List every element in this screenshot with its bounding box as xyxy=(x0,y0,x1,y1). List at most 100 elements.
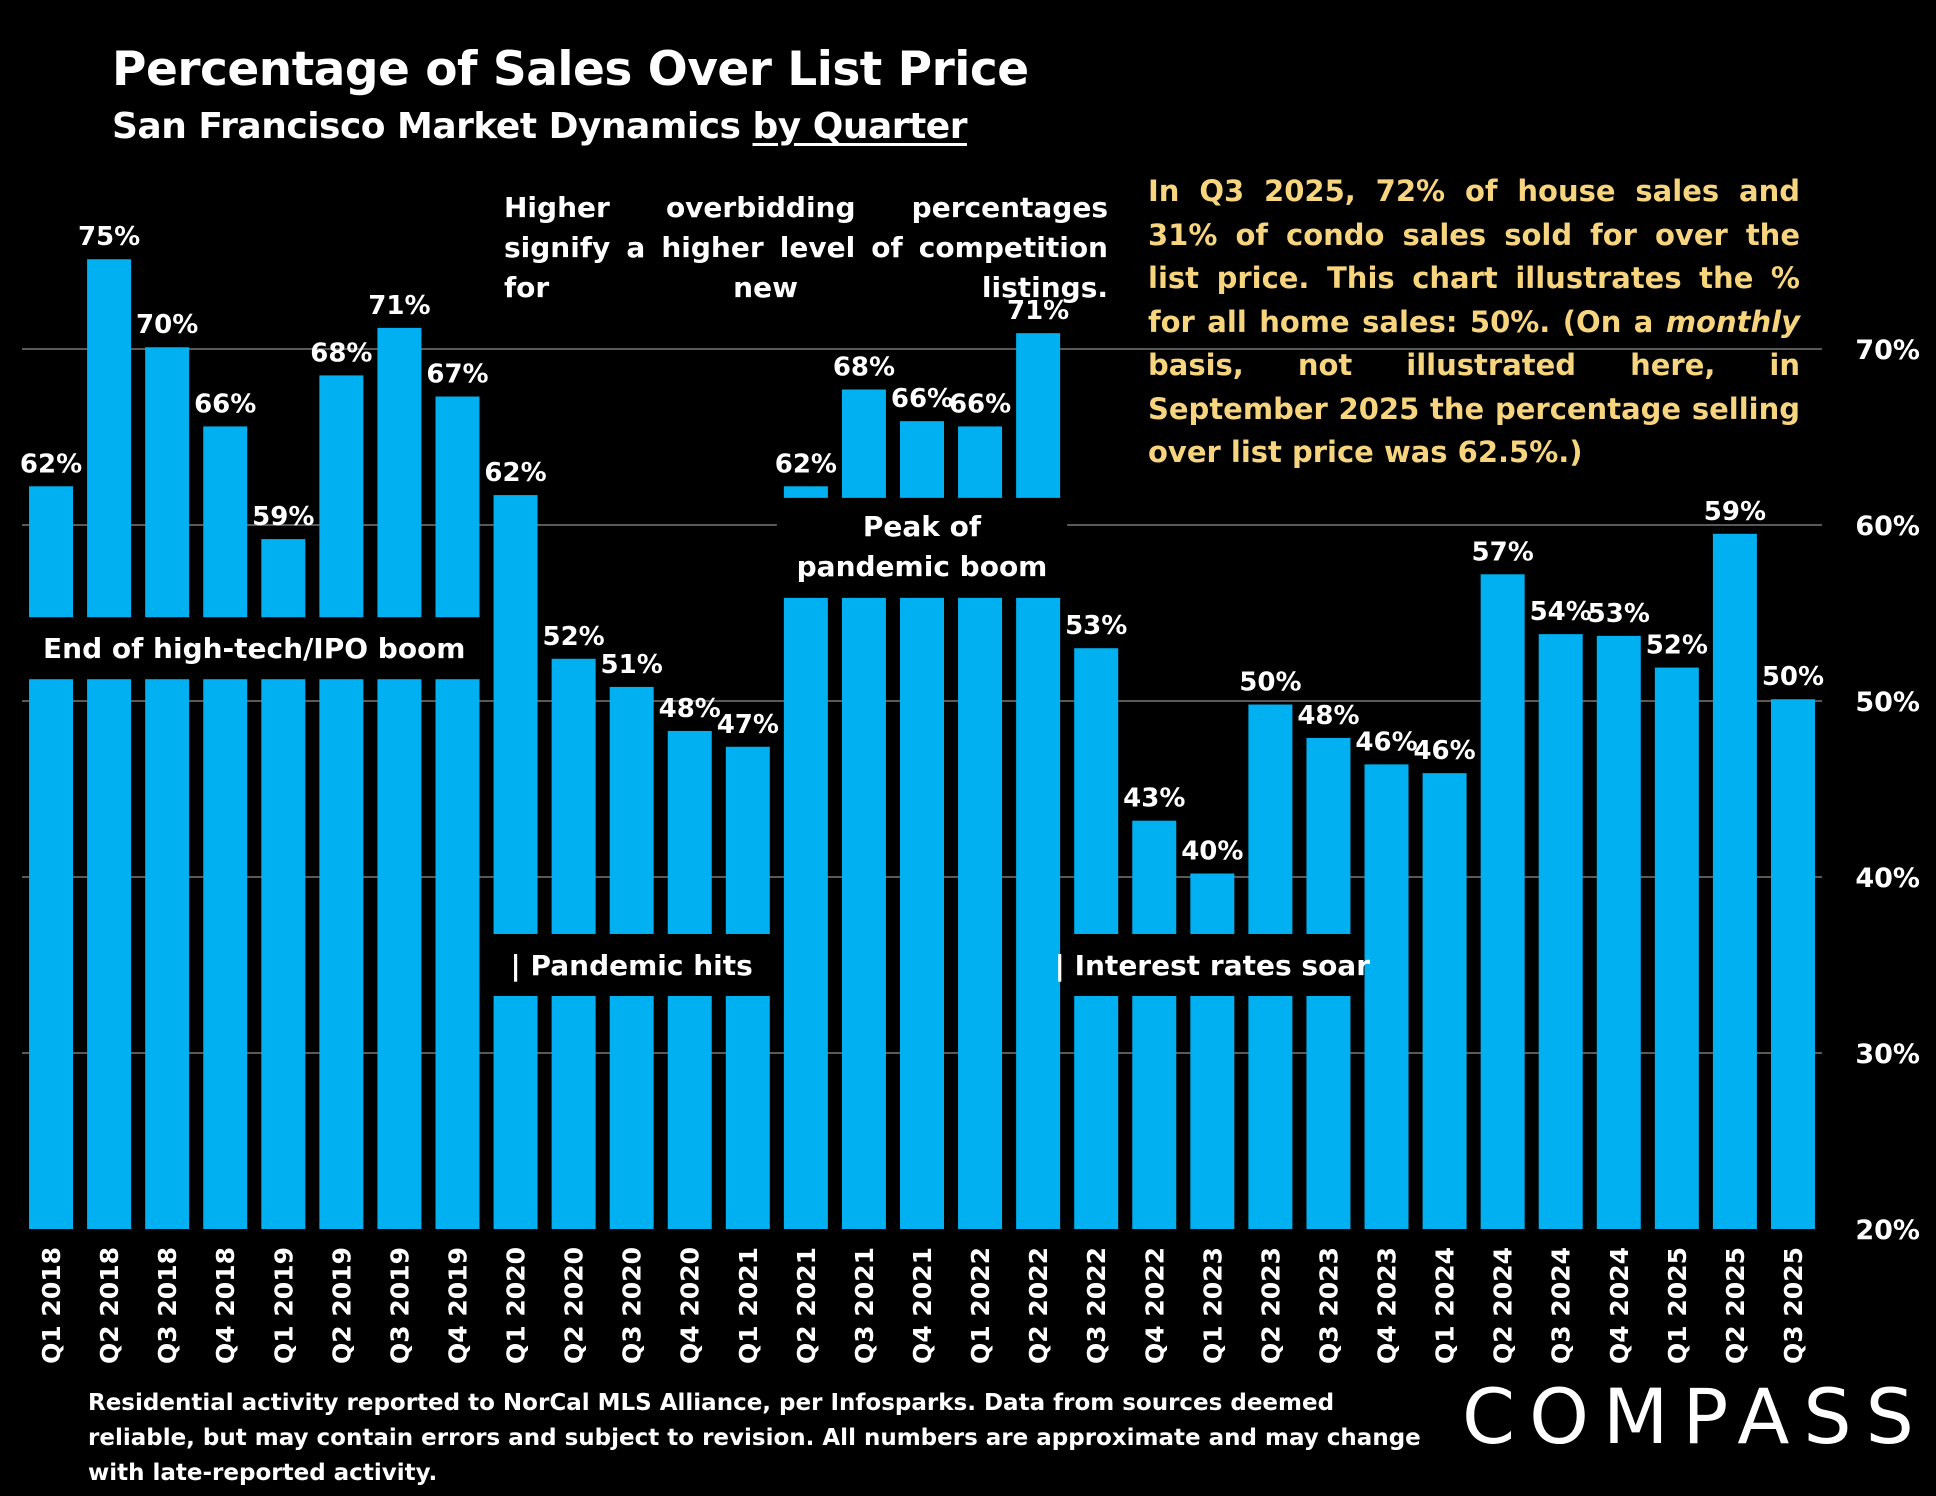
data-label: 53% xyxy=(1065,611,1127,641)
x-tick-label: Q3 2021 xyxy=(850,1247,879,1364)
data-label: 54% xyxy=(1530,597,1592,627)
callout-line1: In Q3 2025, 72% of house sales and 31% o… xyxy=(1148,174,1800,339)
x-tick-label: Q1 2023 xyxy=(1198,1247,1227,1364)
y-tick-label: 50% xyxy=(1855,687,1920,718)
bar-q3-2024 xyxy=(1538,634,1583,1229)
x-tick-label: Q3 2025 xyxy=(1779,1247,1808,1364)
data-label: 43% xyxy=(1123,784,1185,814)
compass-logo: COMPASS xyxy=(1462,1372,1928,1461)
x-tick-label: Q4 2021 xyxy=(908,1247,937,1364)
bar-q1-2024 xyxy=(1422,773,1467,1229)
data-label: 71% xyxy=(368,291,430,321)
bar-q1-2023 xyxy=(1190,873,1235,1229)
bar-q1-2020 xyxy=(493,495,538,1230)
x-tick-label: Q4 2020 xyxy=(676,1247,705,1364)
x-tick-label: Q4 2023 xyxy=(1373,1247,1402,1364)
x-tick-label: Q4 2022 xyxy=(1140,1247,1169,1364)
data-label: 40% xyxy=(1181,836,1243,866)
data-label: 46% xyxy=(1355,727,1417,757)
y-tick-label: 40% xyxy=(1855,863,1920,894)
x-tick-label: Q1 2021 xyxy=(734,1247,763,1364)
chart-subtitle: San Francisco Market Dynamics by Quarter xyxy=(112,106,967,147)
bar-q2-2022 xyxy=(1016,333,1061,1229)
bar-q3-2019 xyxy=(377,327,422,1229)
x-tick-label: Q3 2024 xyxy=(1547,1247,1576,1364)
x-tick-label: Q2 2024 xyxy=(1489,1247,1518,1364)
bar-q2-2019 xyxy=(319,375,364,1229)
data-label: 62% xyxy=(484,458,546,488)
bar-q1-2018 xyxy=(29,486,74,1229)
x-tick-label: Q3 2022 xyxy=(1082,1247,1111,1364)
x-tick-label: Q1 2025 xyxy=(1663,1247,1692,1364)
annotation-label-2-0: Peak of xyxy=(863,510,982,543)
data-label: 57% xyxy=(1472,537,1534,567)
y-tick-label: 20% xyxy=(1855,1215,1920,1246)
y-tick-label: 70% xyxy=(1855,335,1920,366)
annotation-label-2-1: pandemic boom xyxy=(797,550,1048,583)
data-label: 46% xyxy=(1413,736,1475,766)
data-label: 52% xyxy=(542,622,604,652)
x-tick-label: Q3 2019 xyxy=(385,1247,414,1364)
data-label: 68% xyxy=(310,338,372,368)
annotation-box-1 xyxy=(486,934,777,996)
data-label: 50% xyxy=(1239,668,1301,698)
data-label: 51% xyxy=(601,650,663,680)
annotation-label-0-0: End of high-tech/IPO boom xyxy=(43,632,465,665)
annotation-box-0 xyxy=(22,617,487,680)
callout-line2: basis, not illustrated here, in Septembe… xyxy=(1148,348,1800,469)
x-tick-label: Q1 2024 xyxy=(1431,1247,1460,1364)
bar-q4-2022 xyxy=(1132,820,1177,1229)
x-tick-label: Q3 2020 xyxy=(618,1247,647,1364)
bar-q4-2018 xyxy=(203,426,248,1229)
data-label: 50% xyxy=(1762,662,1824,692)
data-label: 68% xyxy=(833,352,895,382)
x-tick-label: Q1 2019 xyxy=(269,1247,298,1364)
data-label: 47% xyxy=(717,710,779,740)
source-footnote: Residential activity reported to NorCal … xyxy=(88,1390,1421,1486)
data-label: 75% xyxy=(78,222,140,252)
overbidding-note: Higher overbidding percentages signify a… xyxy=(504,191,1108,304)
data-label: 71% xyxy=(1007,296,1069,326)
callout-emphasis: monthly xyxy=(1665,304,1800,339)
bar-q2-2021 xyxy=(783,486,828,1229)
data-label: 59% xyxy=(252,502,314,532)
data-label: 66% xyxy=(949,389,1011,419)
q3-2025-callout: In Q3 2025, 72% of house sales and 31% o… xyxy=(1148,170,1800,475)
x-tick-label: Q1 2022 xyxy=(966,1247,995,1364)
data-label: 67% xyxy=(426,360,488,390)
data-label: 48% xyxy=(659,694,721,724)
x-tick-label: Q1 2018 xyxy=(37,1247,66,1364)
subtitle-emphasis: by Quarter xyxy=(752,106,968,147)
x-tick-label: Q2 2018 xyxy=(95,1247,124,1364)
data-label: 66% xyxy=(891,384,953,414)
x-tick-label: Q2 2021 xyxy=(792,1247,821,1364)
data-label: 62% xyxy=(20,449,82,479)
y-tick-label: 60% xyxy=(1855,511,1920,542)
annotation-box-3 xyxy=(1067,934,1358,996)
bar-q3-2025 xyxy=(1770,699,1815,1229)
x-tick-label: Q2 2022 xyxy=(1024,1247,1053,1364)
x-tick-label: Q3 2023 xyxy=(1314,1247,1343,1364)
bar-q1-2025 xyxy=(1654,667,1699,1229)
x-tick-label: Q2 2020 xyxy=(560,1247,589,1364)
subtitle-prefix: San Francisco Market Dynamics xyxy=(112,106,741,147)
bars xyxy=(29,259,1815,1230)
x-tick-label: Q4 2019 xyxy=(443,1247,472,1364)
data-label: 59% xyxy=(1704,497,1766,527)
annotation-label-1-0: | Pandemic hits xyxy=(511,949,753,982)
data-label: 52% xyxy=(1646,631,1708,661)
data-labels: 62%75%70%66%59%68%71%67%62%52%51%48%47%6… xyxy=(20,222,1824,866)
x-axis-labels: Q1 2018 Q2 2018 Q3 2018 Q4 2018 Q1 2019 Q2 20… xyxy=(37,1247,1808,1364)
annotations: End of high-tech/IPO boom | Pandemic hits… xyxy=(22,497,1370,996)
x-tick-label: Q2 2019 xyxy=(327,1247,356,1364)
x-tick-label: Q4 2018 xyxy=(211,1247,240,1364)
data-label: 48% xyxy=(1297,701,1359,731)
x-tick-label: Q1 2020 xyxy=(502,1247,531,1364)
bar-q2-2024 xyxy=(1480,574,1525,1229)
chart-title: Percentage of Sales Over List Price xyxy=(112,42,1029,97)
bar-q4-2019 xyxy=(435,396,480,1229)
data-label: 70% xyxy=(136,310,198,340)
data-label: 53% xyxy=(1588,599,1650,629)
x-tick-label: Q3 2018 xyxy=(153,1247,182,1364)
